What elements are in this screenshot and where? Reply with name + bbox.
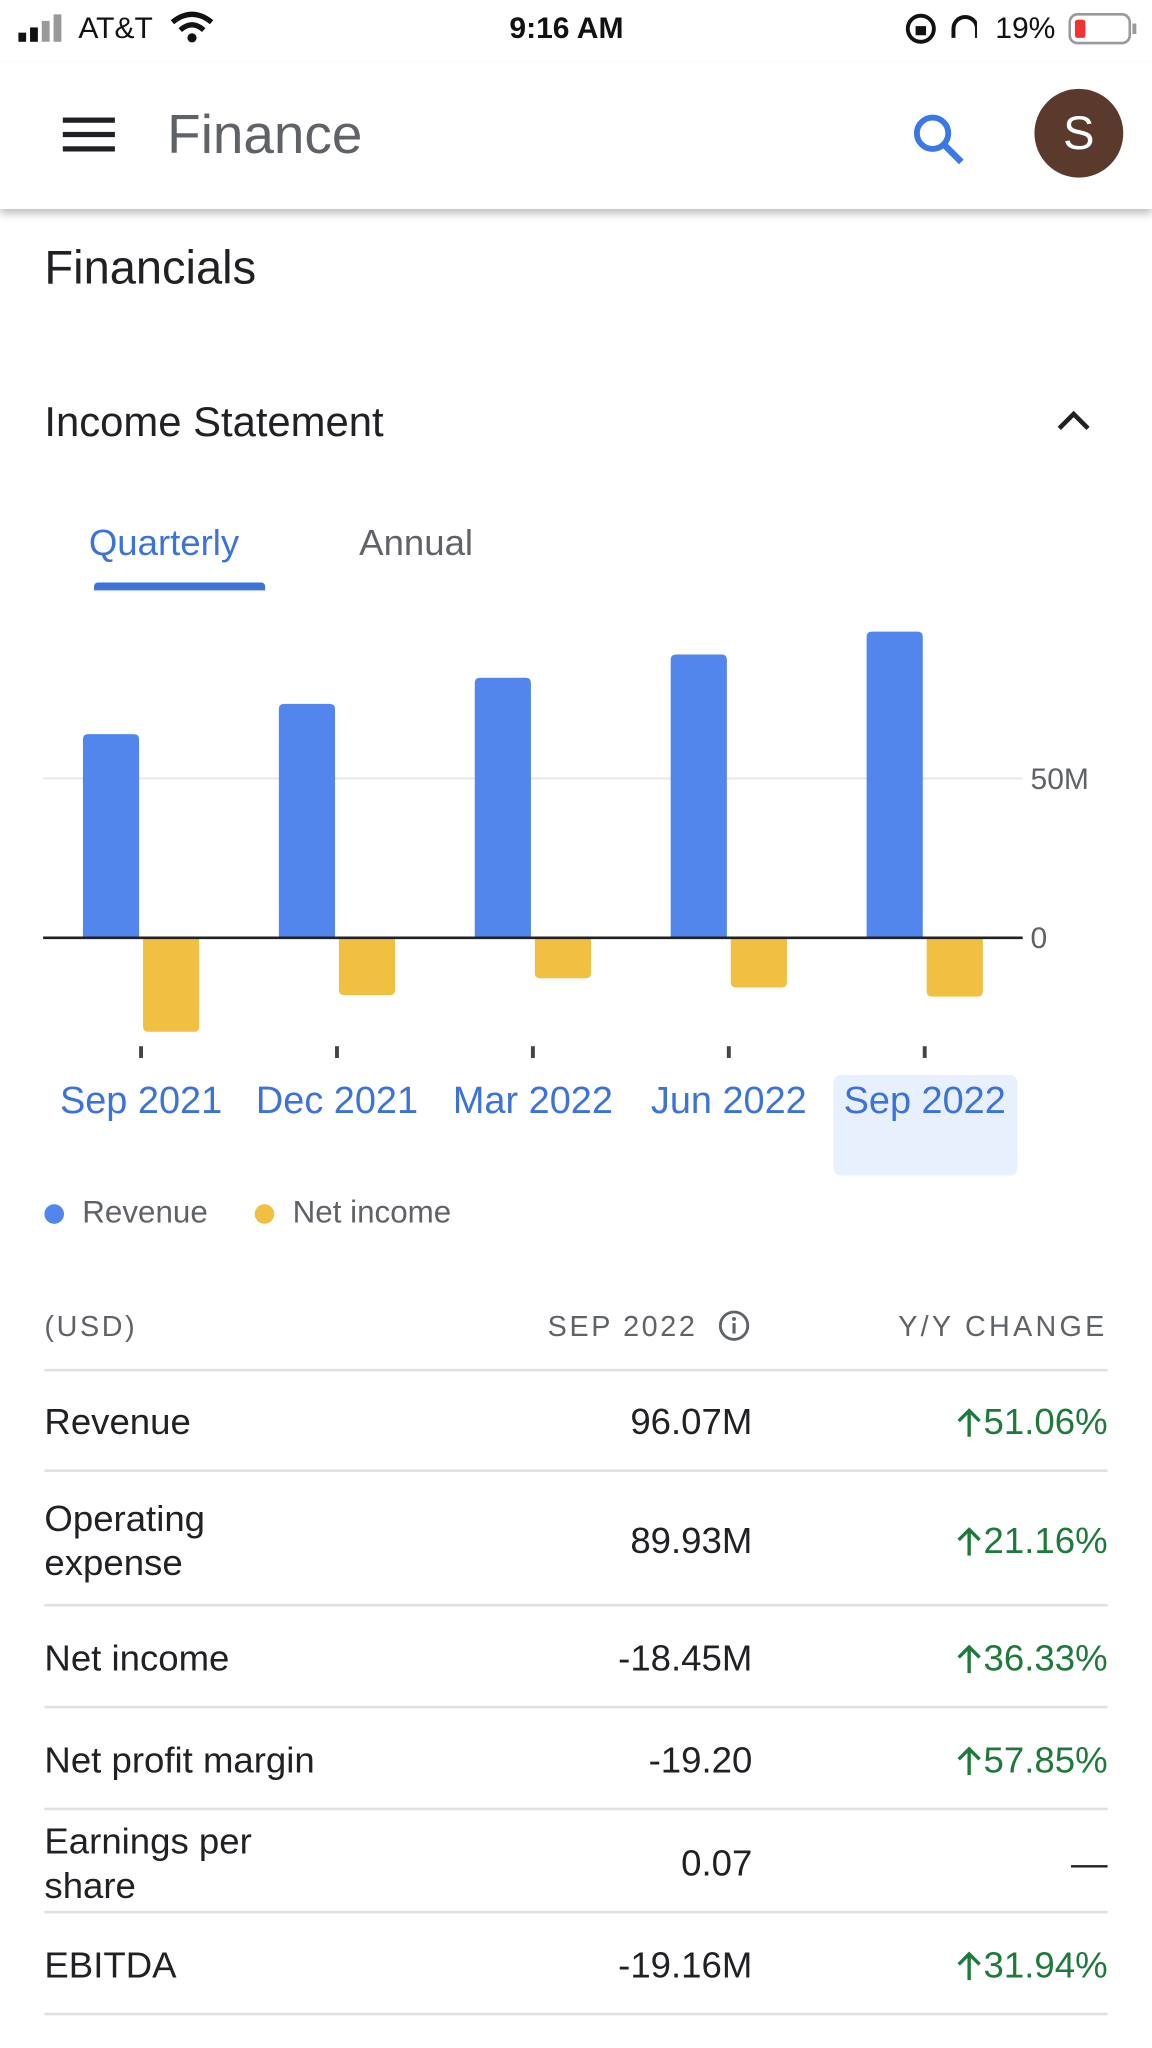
row-value: 0.07 xyxy=(681,1842,753,1884)
chart: 0 50M xyxy=(43,631,1089,1058)
divider xyxy=(44,1603,1108,1607)
up-arrow xyxy=(957,1644,981,1674)
time: 9:16 AM xyxy=(509,10,624,45)
legend-swatch xyxy=(254,1203,275,1224)
battery-level: 19% xyxy=(995,10,1056,45)
row-label: Revenue xyxy=(44,1401,191,1442)
x-tick-label[interactable]: Sep 2022 xyxy=(843,1080,1006,1122)
row-change: 21.16% xyxy=(784,1475,1108,1607)
search-button[interactable] xyxy=(912,112,967,167)
signal-icon xyxy=(18,14,62,42)
divider xyxy=(44,1910,1108,1914)
divider xyxy=(44,1705,1108,1709)
card-title: Income Statement xyxy=(44,398,384,446)
table-header: SEP 2022 xyxy=(547,1310,698,1343)
tab-quarterly[interactable]: Quarterly xyxy=(88,522,240,563)
row-label: Operating expense xyxy=(44,1497,206,1583)
row-change: 31.94% xyxy=(784,1916,1108,2015)
row-label: Net income xyxy=(44,1637,230,1679)
up-arrow xyxy=(957,1408,981,1437)
up-arrow xyxy=(957,1746,981,1776)
bar xyxy=(474,677,531,938)
row-label: Earnings per share xyxy=(44,1820,252,1905)
row-label: EBITDA xyxy=(44,1944,177,1986)
divider xyxy=(44,1469,1108,1472)
bar xyxy=(143,937,200,1032)
carrier: AT&T xyxy=(78,10,153,45)
selected-period xyxy=(833,1074,1018,1176)
bar xyxy=(866,631,923,938)
legend-label: Revenue xyxy=(82,1195,208,1231)
app-title: Finance xyxy=(167,103,363,165)
bar xyxy=(338,937,396,996)
bar xyxy=(670,654,727,938)
x-tick-label[interactable]: Mar 2022 xyxy=(452,1080,613,1122)
avatar[interactable]: S xyxy=(1034,88,1124,178)
row-value: -18.45M xyxy=(618,1637,753,1679)
menu-button[interactable] xyxy=(62,115,115,154)
info-icon[interactable] xyxy=(717,1309,751,1343)
row-value: 89.93M xyxy=(630,1520,753,1561)
change-value: 57.85% xyxy=(983,1739,1108,1781)
x-tick-label[interactable]: Jun 2022 xyxy=(650,1080,807,1122)
app-header: Finance S xyxy=(0,62,1152,209)
row-change: 36.33% xyxy=(784,1609,1108,1708)
tab-annual[interactable]: Annual xyxy=(359,522,474,563)
change-value: 36.33% xyxy=(983,1637,1108,1679)
change-value: 31.94% xyxy=(983,1944,1108,1986)
legend-label: Net income xyxy=(292,1195,452,1231)
change-value: — xyxy=(1071,1842,1108,1883)
battery-icon xyxy=(1068,13,1137,45)
y-tick-label: 50M xyxy=(1031,763,1089,796)
x-tick-label[interactable]: Dec 2021 xyxy=(255,1080,419,1122)
row-label: Net profit margin xyxy=(44,1739,315,1781)
divider xyxy=(44,1807,1108,1811)
tab-indicator xyxy=(94,582,266,591)
change-value: 51.06% xyxy=(983,1401,1108,1442)
row-change: 57.85% xyxy=(784,1711,1108,1810)
section-title: Financials xyxy=(44,240,257,294)
divider xyxy=(44,1368,1108,1372)
x-tick-label[interactable]: Sep 2021 xyxy=(59,1080,223,1122)
wifi-icon xyxy=(170,11,214,43)
bar xyxy=(926,937,983,997)
legend-swatch xyxy=(44,1203,64,1224)
y-tick-label: 0 xyxy=(1031,922,1048,955)
change-value: 21.16% xyxy=(983,1519,1108,1561)
up-arrow xyxy=(957,1526,981,1555)
bar xyxy=(278,703,336,938)
row-value: 96.07M xyxy=(630,1401,753,1442)
legend-item: Revenue xyxy=(44,1195,208,1232)
status-icons xyxy=(905,13,977,44)
bar xyxy=(82,734,140,938)
collapse-button[interactable] xyxy=(1055,408,1092,434)
table-header: Y/Y CHANGE xyxy=(898,1310,1108,1343)
row-value: -19.16M xyxy=(618,1944,753,1986)
row-change: — xyxy=(784,1813,1108,1914)
legend-item: Net income xyxy=(254,1195,452,1232)
row-change: 51.06% xyxy=(784,1373,1108,1472)
bar xyxy=(534,937,592,979)
up-arrow xyxy=(957,1951,981,1981)
divider xyxy=(44,2012,1108,2016)
table-header: (USD) xyxy=(44,1310,138,1343)
legend: Revenue Net income xyxy=(44,1195,451,1232)
row-value: -19.20 xyxy=(648,1739,753,1781)
bar xyxy=(730,937,787,988)
